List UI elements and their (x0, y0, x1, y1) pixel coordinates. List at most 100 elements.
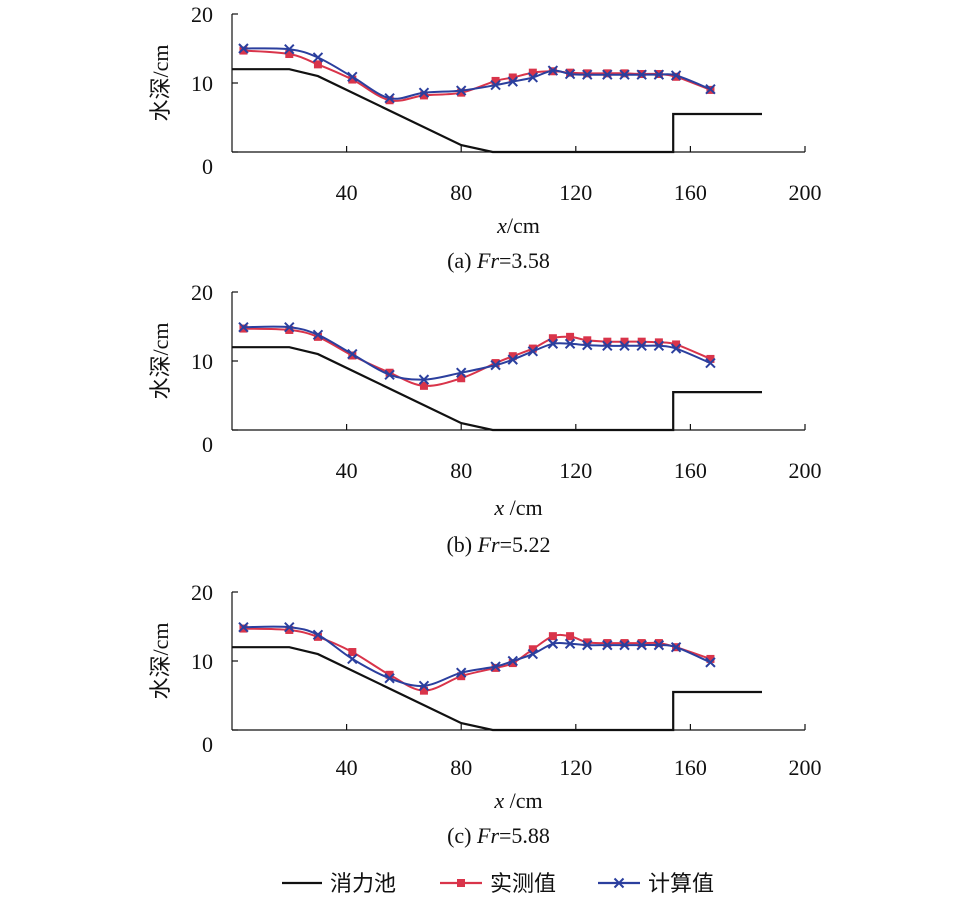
legend-label: 实测值 (490, 871, 556, 896)
computed-point-stroke (507, 354, 518, 365)
computed-point-stroke (705, 84, 716, 95)
caption-value: =5.88 (499, 823, 550, 848)
y-axis-label: 水深/cm (148, 45, 173, 122)
computed-point (238, 321, 249, 333)
computed-point (490, 359, 501, 371)
legend-item-1: 消力池 (282, 871, 396, 896)
computed-point-stroke (507, 76, 518, 87)
computed-point (284, 43, 295, 55)
computed-point (384, 92, 395, 104)
computed-point-stroke (527, 346, 539, 357)
x-tick-label: 160 (674, 755, 707, 780)
computed-point (619, 340, 630, 352)
caption-prefix: (a) (447, 248, 477, 273)
computed-point-stroke (705, 357, 716, 369)
computed-point (418, 680, 430, 692)
computed-point (455, 667, 467, 678)
computed-point (602, 639, 613, 651)
computed-point (490, 79, 501, 91)
computed-point-stroke (547, 338, 559, 349)
panel-caption: (a) Fr=3.58 (447, 248, 550, 273)
computed-point (238, 621, 249, 633)
computed-point-stroke (636, 69, 647, 80)
legend: 消力池 实测值 计算值 (282, 871, 714, 896)
measured-point (491, 76, 500, 85)
measured-point (457, 672, 466, 681)
computed-point-stroke (418, 87, 430, 98)
measured-point (419, 91, 428, 100)
x-tick-label: 160 (674, 458, 707, 483)
chart-panel-3: 0 10 20 40 80 120 160 200 水深/cm x /cm (c) Fr=5.88 (148, 580, 822, 848)
measured-point (583, 638, 592, 647)
measured-point (603, 337, 612, 346)
computed-point-stroke (636, 639, 647, 651)
computed-point (670, 343, 682, 354)
computed-point-stroke (284, 621, 295, 633)
y-tick-label: 10 (191, 649, 213, 674)
computed-point (636, 639, 647, 651)
computed-point-stroke (670, 70, 682, 81)
y-tick-label: 0 (202, 732, 213, 757)
measured-point (457, 374, 466, 383)
computed-point (312, 629, 324, 640)
computed-point-stroke (547, 638, 559, 649)
computed-point (455, 85, 467, 96)
x-axis-label: x /cm (493, 788, 542, 813)
computed-point (619, 69, 630, 80)
measured-point (528, 645, 537, 654)
computed-point (582, 69, 593, 80)
computed-point (527, 72, 539, 83)
caption-value: =5.22 (500, 532, 551, 557)
measured-point (637, 639, 646, 648)
computed-point-stroke (384, 673, 395, 684)
computed-point (507, 354, 518, 365)
caption-var: Fr (476, 823, 499, 848)
computed-point-stroke (619, 639, 630, 651)
measured-point (566, 632, 575, 641)
series-pool-line (232, 68, 762, 154)
computed-point (347, 71, 358, 82)
computed-point (455, 367, 467, 378)
computed-point-stroke (636, 340, 647, 352)
measured-point (385, 670, 394, 679)
computed-point (564, 638, 576, 649)
measured-point (491, 359, 500, 368)
y-axis-label: 水深/cm (148, 623, 173, 700)
x-tick-label: 80 (450, 755, 472, 780)
measured-point (285, 325, 294, 334)
caption-var: Fr (477, 532, 500, 557)
computed-point (582, 639, 593, 651)
x-tick-label: 120 (559, 755, 592, 780)
measured-point (654, 338, 663, 347)
x-axis-label-var: x (493, 495, 504, 520)
computed-point-stroke (582, 69, 593, 80)
x-tick-label: 40 (336, 458, 358, 483)
measured-point (620, 337, 629, 346)
x-tick-label: 160 (674, 180, 707, 205)
computed-point-stroke (347, 348, 358, 360)
computed-point (670, 70, 682, 81)
chart-panel-1: 0 10 20 40 80 120 160 200 水深/cm x/cm (a) Fr=3.58 (148, 2, 822, 273)
x-tick-label: 120 (559, 458, 592, 483)
computed-point-stroke (564, 338, 576, 349)
measured-point (548, 334, 557, 343)
computed-point (527, 346, 539, 357)
computed-point (705, 357, 716, 369)
x-tick-label: 200 (789, 755, 822, 780)
computed-point-stroke (238, 621, 249, 633)
computed-point (347, 348, 358, 360)
computed-point (312, 329, 324, 340)
measured-point (548, 632, 557, 641)
computed-point-stroke (455, 367, 467, 378)
measured-point (285, 50, 294, 59)
measured-point (285, 625, 294, 634)
legend-item-3: 计算值 (598, 871, 714, 896)
computed-point-stroke (670, 343, 682, 354)
computed-point-stroke (490, 661, 501, 672)
computed-point (238, 43, 249, 54)
x-axis-label: x/cm (496, 213, 540, 238)
x-tick-label: 80 (450, 180, 472, 205)
computed-point-stroke (619, 340, 630, 352)
computed-point-stroke (602, 340, 613, 352)
computed-point (705, 84, 716, 95)
